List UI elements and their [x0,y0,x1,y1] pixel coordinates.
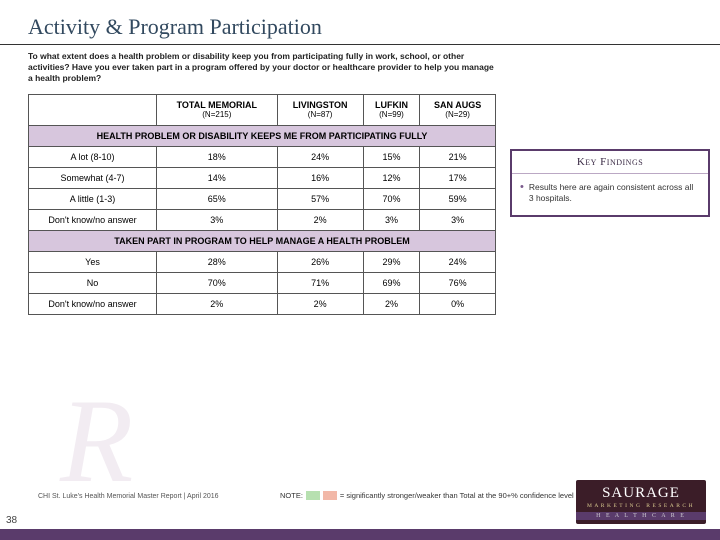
table-row: Somewhat (4-7)14%16%12%17% [29,167,496,188]
logo-tag: H E A L T H C A R E [576,512,706,520]
table-row: A lot (8-10)18%24%15%21% [29,146,496,167]
table-body: HEALTH PROBLEM OR DISABILITY KEEPS ME FR… [29,125,496,314]
title-row: Activity & Program Participation [0,0,720,45]
saurage-logo: SAURAGE MARKETING RESEARCH H E A L T H C… [576,480,706,524]
survey-question: To what extent does a health problem or … [28,51,496,84]
table-row: Don't know/no answer3%2%3%3% [29,209,496,230]
logo-name: SAURAGE [576,485,706,502]
key-findings-title: Key Findings [512,151,708,174]
table-row: Don't know/no answer2%2%2%0% [29,293,496,314]
finding-text: Results here are again consistent across… [529,182,700,205]
table-row: No70%71%69%76% [29,272,496,293]
key-findings-box: Key Findings • Results here are again co… [510,149,710,217]
stub-header [29,95,157,126]
footer-bar [0,529,720,540]
swatch-weaker-icon [323,491,337,500]
table-row: Yes28%26%29%24% [29,251,496,272]
finding-bullet: • Results here are again consistent acro… [520,182,700,205]
col-header: SAN AUGS(N=29) [420,95,496,126]
table-header-row: TOTAL MEMORIAL(N=215) LIVING­STON(N=87) … [29,95,496,126]
page-number: 38 [6,515,17,526]
col-header: TOTAL MEMORIAL(N=215) [157,95,278,126]
bullet-icon: • [520,182,524,205]
significance-note: NOTE: = significantly stronger/weaker th… [280,491,574,500]
logo-subtitle: MARKETING RESEARCH [576,503,706,509]
note-prefix: NOTE: [280,491,303,500]
data-table: TOTAL MEMORIAL(N=215) LIVING­STON(N=87) … [28,94,496,315]
note-text: = significantly stronger/weaker than Tot… [340,491,574,500]
footer-source: CHI St. Luke's Health Memorial Master Re… [38,493,219,500]
page-title: Activity & Program Participation [28,14,720,40]
col-header: LIVING­STON(N=87) [277,95,363,126]
watermark: R [60,372,133,510]
section-header-row: HEALTH PROBLEM OR DISABILITY KEEPS ME FR… [29,125,496,146]
section-header-row: TAKEN PART IN PROGRAM TO HELP MANAGE A H… [29,230,496,251]
table-row: A little (1-3)65%57%70%59% [29,188,496,209]
swatch-stronger-icon [306,491,320,500]
col-header: LUFKIN(N=99) [363,95,420,126]
